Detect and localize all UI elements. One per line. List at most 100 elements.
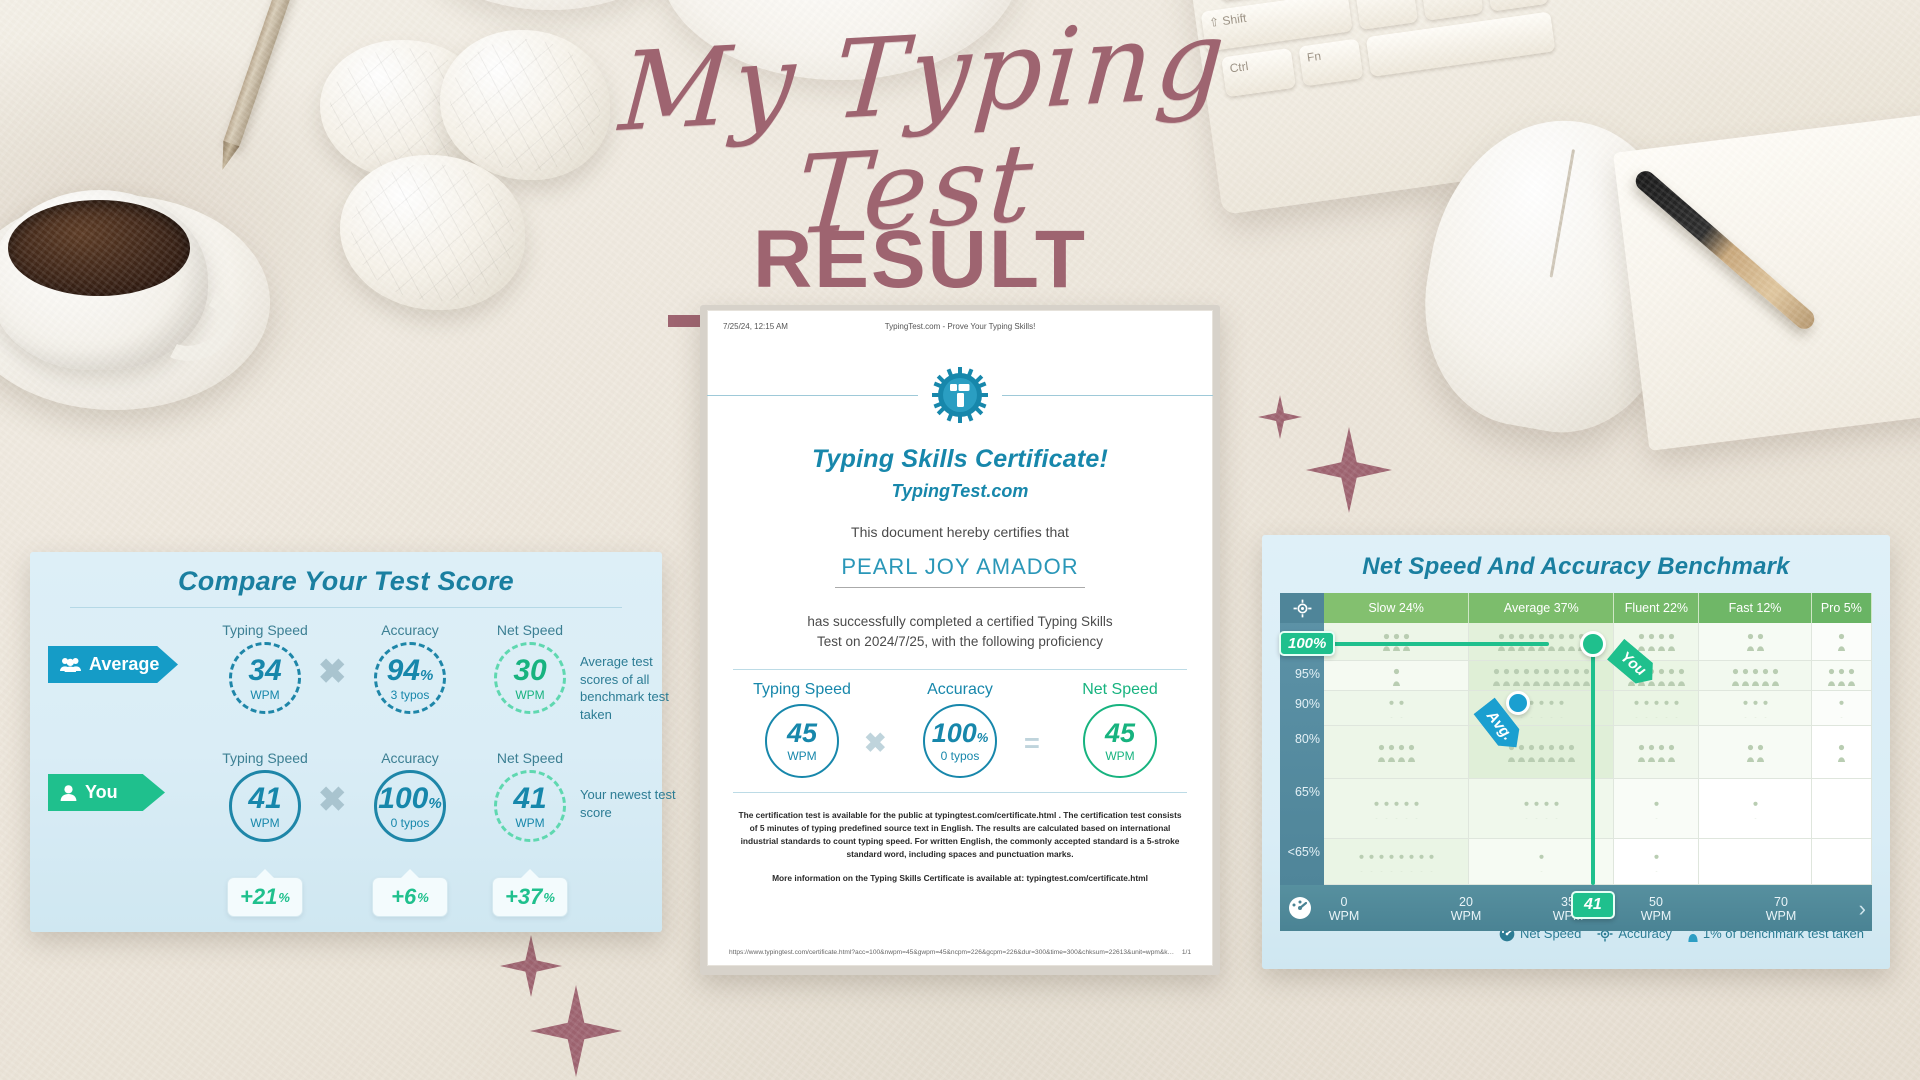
person-icon bbox=[1751, 668, 1759, 686]
benchmark-y-tick: 80% bbox=[1294, 732, 1320, 747]
benchmark-x-tick: 20 WPM bbox=[1440, 895, 1492, 924]
compare-heading: Compare Your Test Score bbox=[177, 566, 514, 596]
multiply-icon: ✖ bbox=[318, 653, 347, 691]
benchmark-card: Net Speed And Accuracy Benchmark Slow 24… bbox=[1262, 535, 1890, 969]
metric-ring: 45 WPM bbox=[1083, 704, 1157, 779]
person-icon bbox=[1407, 745, 1415, 763]
metric-value: 94 bbox=[386, 653, 421, 687]
person-icon bbox=[1534, 801, 1539, 819]
person-icon bbox=[1377, 745, 1385, 763]
multiply-icon: ✖ bbox=[864, 728, 887, 759]
benchmark-cell bbox=[1614, 691, 1700, 727]
metric-percent: % bbox=[428, 794, 442, 812]
benchmark-cell bbox=[1811, 839, 1872, 885]
metric-typing-speed-you: Typing Speed 41 WPM bbox=[205, 750, 325, 842]
person-icon bbox=[1771, 668, 1779, 686]
metric-net-speed-average: Net Speed 30 WPM bbox=[470, 622, 590, 714]
x-tick-value: 0 bbox=[1340, 895, 1348, 909]
benchmark-cell bbox=[1324, 839, 1470, 885]
metric-unit: WPM bbox=[515, 687, 545, 702]
person-icon bbox=[1507, 634, 1515, 652]
plate-decor bbox=[400, 0, 700, 10]
person-icon bbox=[1409, 854, 1414, 872]
person-icon bbox=[1517, 634, 1525, 652]
person-icon bbox=[1527, 634, 1535, 652]
person-icon bbox=[1389, 854, 1394, 872]
metric-unit: WPM bbox=[515, 815, 545, 830]
key-fn: Fn bbox=[1298, 38, 1364, 87]
benchmark-cells bbox=[1324, 623, 1872, 885]
delta-net-speed: +37% bbox=[492, 869, 568, 917]
metric-value: 41 bbox=[248, 781, 282, 815]
metric-percent: % bbox=[420, 666, 434, 684]
person-icon bbox=[1741, 668, 1749, 686]
metric-sub: 0 typos bbox=[390, 815, 430, 830]
person-icon bbox=[1634, 700, 1639, 719]
equals-icon: = bbox=[1024, 728, 1040, 759]
certificate-intro: This document hereby certifies that bbox=[851, 524, 1069, 540]
chevron-right-icon[interactable]: › bbox=[1858, 896, 1866, 921]
metric-label: Accuracy bbox=[381, 622, 439, 638]
person-icon bbox=[1762, 700, 1768, 719]
benchmark-cell bbox=[1469, 839, 1615, 885]
cert-metric-typing-speed: Typing Speed 45 WPM bbox=[737, 681, 867, 779]
divider bbox=[1002, 394, 1213, 396]
person-icon bbox=[1839, 700, 1844, 719]
avg-marker-dot bbox=[1506, 691, 1530, 715]
x-tick-unit: WPM bbox=[1328, 909, 1360, 924]
person-icon bbox=[1746, 634, 1754, 652]
sparkle-icon bbox=[1258, 395, 1302, 439]
person-icon bbox=[1524, 801, 1529, 819]
benchmark-cell bbox=[1614, 839, 1700, 885]
person-icon bbox=[1502, 668, 1510, 686]
compare-score-card: Compare Your Test Score Average Typing S… bbox=[30, 552, 676, 932]
print-footer: https://www.typingtest.com/certificate.h… bbox=[707, 949, 1213, 956]
person-icon bbox=[1837, 745, 1845, 763]
footer-page-number: 1/1 bbox=[1181, 949, 1191, 956]
metric-value: 45 bbox=[1104, 718, 1136, 749]
person-icon bbox=[1544, 801, 1549, 819]
metric-ring: 45 WPM bbox=[765, 704, 839, 779]
person-icon bbox=[1667, 745, 1675, 763]
metric-value-wrap: 94% bbox=[386, 653, 434, 687]
metric-label: Net Speed bbox=[496, 622, 564, 638]
certificate-fineprint-more: More information on the Typing Skills Ce… bbox=[772, 873, 1148, 884]
benchmark-cell bbox=[1811, 726, 1872, 779]
person-icon bbox=[1549, 700, 1554, 719]
certificate-page-shell: 7/25/24, 12:15 AM TypingTest.com - Prove… bbox=[700, 305, 1220, 975]
net-speed-gauge-icon bbox=[1288, 896, 1312, 925]
sparkle-icon bbox=[500, 935, 562, 997]
person-icon bbox=[1559, 700, 1564, 719]
person-icon bbox=[1557, 745, 1565, 763]
person-icon bbox=[1392, 668, 1400, 686]
certificate-body-line1: has successfully completed a certified T… bbox=[807, 614, 1113, 629]
person-icon bbox=[1674, 700, 1679, 719]
person-icon bbox=[1512, 668, 1520, 686]
metric-label: Net Speed bbox=[1082, 681, 1158, 699]
person-icon bbox=[1657, 668, 1665, 686]
metric-label: Accuracy bbox=[927, 681, 993, 699]
person-icon bbox=[1379, 854, 1384, 872]
typingtest-badge-icon bbox=[932, 367, 988, 423]
metric-ring: 30 WPM bbox=[494, 642, 566, 714]
metric-value-wrap: 100% bbox=[378, 783, 442, 814]
person-icon bbox=[1742, 700, 1748, 719]
person-icon bbox=[1492, 668, 1500, 686]
delta-unit: % bbox=[278, 889, 290, 905]
person-icon bbox=[1761, 668, 1769, 686]
print-header: 7/25/24, 12:15 AM TypingTest.com - Prove… bbox=[707, 310, 1213, 331]
metric-value: 45 bbox=[786, 718, 818, 749]
person-icon bbox=[1667, 634, 1675, 652]
person-icon bbox=[1542, 668, 1550, 686]
metric-value: 34 bbox=[248, 653, 282, 687]
row-tag-you: You bbox=[48, 774, 165, 811]
key-cap bbox=[1485, 0, 1549, 12]
benchmark-cell bbox=[1469, 660, 1615, 692]
print-date: 7/25/24, 12:15 AM bbox=[723, 322, 788, 331]
metric-sub: 3 typos bbox=[390, 687, 430, 702]
you-speed-line bbox=[1591, 644, 1595, 885]
key-cap bbox=[1355, 0, 1419, 30]
benchmark-cell bbox=[1699, 623, 1812, 661]
print-title: TypingTest.com - Prove Your Typing Skill… bbox=[884, 322, 1036, 331]
benchmark-cell bbox=[1811, 691, 1872, 727]
